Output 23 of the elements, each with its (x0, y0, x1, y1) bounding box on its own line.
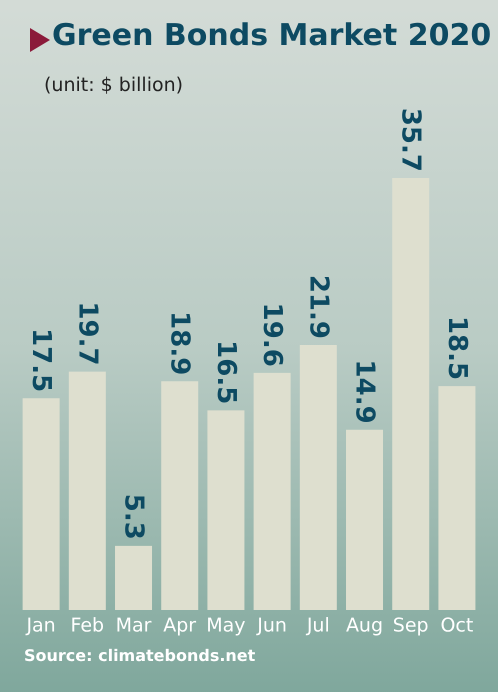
data-label: 19.6 (257, 302, 288, 367)
x-tick-label: Jun (256, 614, 287, 636)
chart-title: Green Bonds Market 2020 (52, 18, 492, 53)
x-tick-label: Apr (163, 614, 196, 636)
x-tick-label: Mar (116, 614, 152, 636)
data-label: 14.9 (350, 360, 380, 424)
data-label: 16.5 (210, 340, 241, 404)
data-label: 17.5 (26, 328, 56, 392)
x-tick-label: Jul (306, 614, 330, 636)
data-label: 35.7 (396, 108, 426, 172)
data-label: 19.7 (72, 301, 102, 366)
chart-subtitle: (unit: $ billion) (44, 74, 184, 96)
x-tick-label: Jan (25, 614, 56, 636)
x-tick-label: Sep (392, 614, 429, 636)
data-label: 18.9 (164, 311, 195, 376)
data-label: 18.5 (442, 316, 472, 380)
source-note: Source: climatebonds.net (24, 646, 256, 665)
data-label: 21.9 (303, 274, 334, 339)
x-tick-label: Aug (346, 614, 384, 636)
x-tick-label: Feb (70, 614, 104, 636)
x-tick-label: Oct (440, 614, 474, 636)
data-label: 5.3 (118, 494, 149, 540)
x-tick-label: May (206, 614, 246, 636)
